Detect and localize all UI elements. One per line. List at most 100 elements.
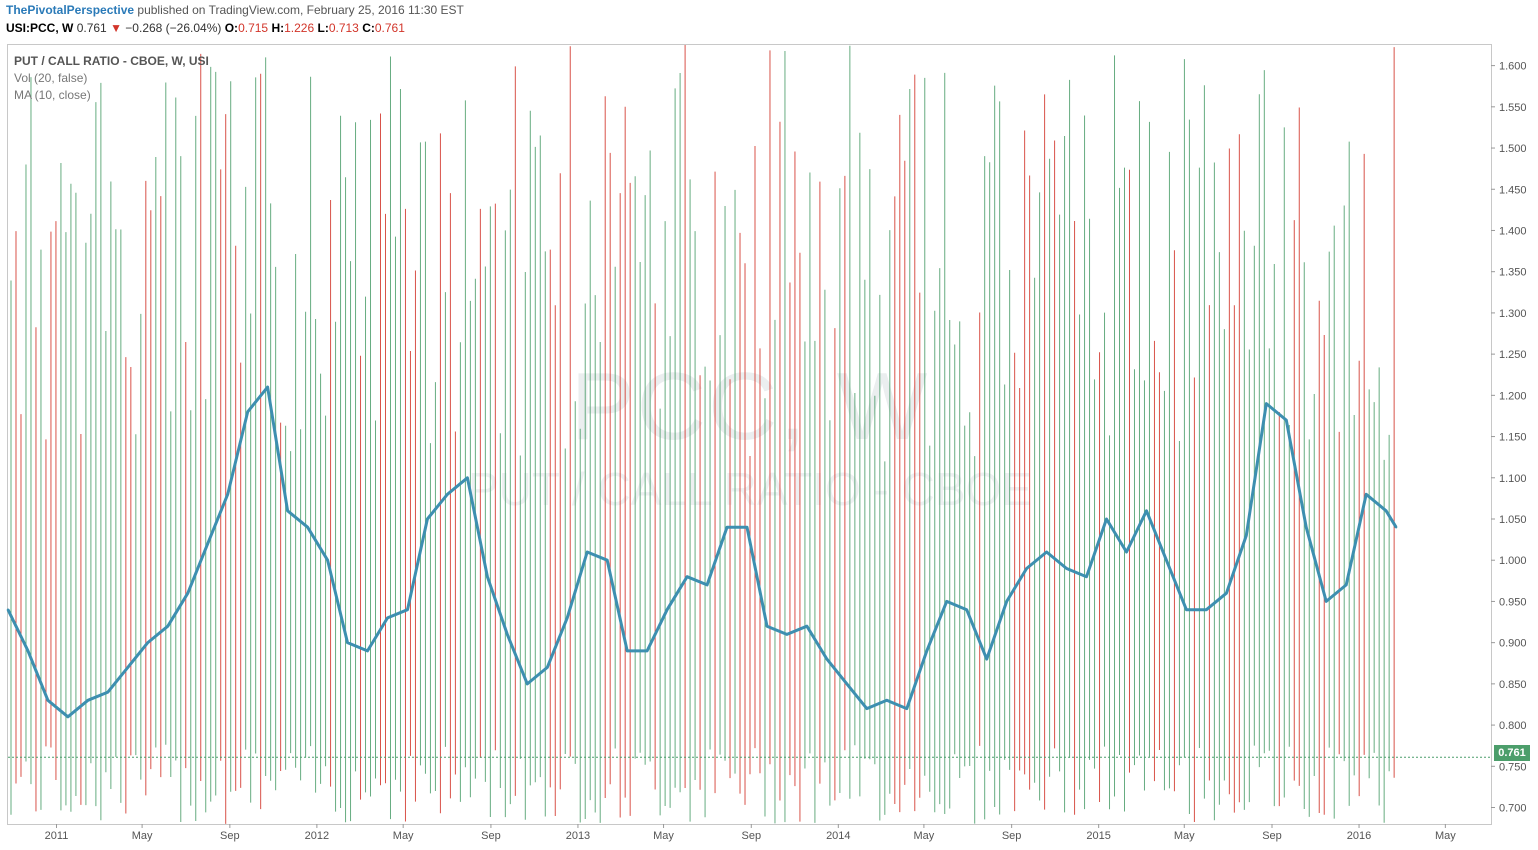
price-change: −0.268 (−26.04%) [125,21,222,35]
ma-point [1384,509,1388,512]
legend-ma: MA (10, close) [14,88,91,102]
open-value: 0.715 [238,21,269,35]
ma-point [645,649,649,653]
low-value: 0.713 [328,21,359,35]
legend-title: PUT / CALL RATIO - CBOE, W, USI [14,54,209,68]
ma-point [346,641,349,644]
ma-point [865,707,869,710]
ma-point [166,624,169,628]
ma-point [1394,526,1398,529]
x-tick-label: May [1174,830,1195,842]
plot-area[interactable] [7,44,1492,825]
ma-point [1025,567,1028,570]
y-tick-label: 1.150 [1499,432,1527,444]
y-tick-label: 1.400 [1499,225,1527,237]
ma-point [1165,559,1168,562]
ma-point [1065,567,1068,570]
x-tick-label: Sep [481,830,501,842]
high-label: H: [271,21,285,35]
ma-point [1225,591,1228,595]
last-price-badge: 0.761 [1494,745,1530,761]
y-tick-label: 1.500 [1499,143,1527,155]
ma-point [1125,550,1128,554]
y-tick-label: 1.250 [1499,349,1527,361]
ma-point [506,633,509,636]
y-tick-label: 1.050 [1499,514,1527,526]
ma-point [386,616,389,620]
ma-point [546,666,549,669]
ma-point [146,641,150,644]
ma-point [965,608,968,611]
ma-point [326,559,329,562]
x-tick-label: 2011 [45,830,69,842]
ma-point [1205,608,1208,611]
ma-point [625,649,629,653]
ma-point [905,707,908,710]
ma-point [126,666,130,669]
ma-point [1005,600,1008,603]
close-label: C: [362,21,375,35]
ma-point [1325,600,1328,603]
legend-vol: Vol (20, false) [14,71,88,85]
ma-point [725,526,729,529]
x-tick-label: May [393,830,414,842]
y-tick-label: 1.350 [1499,267,1527,279]
ma-point [46,699,50,702]
ma-point [206,542,209,545]
ma-point [26,649,30,653]
published-text: published on TradingView.com, February 2… [137,3,464,17]
x-tick-label: 2014 [826,830,850,842]
y-tick-label: 1.600 [1499,61,1527,73]
y-tick-label: 1.000 [1499,555,1527,567]
ma-point [1344,583,1348,587]
y-tick-label: 1.100 [1499,473,1527,485]
ma-point [605,559,609,562]
close-value: 0.761 [374,21,405,35]
ma-point [266,385,269,389]
ma-point [486,575,489,578]
x-tick-label: May [1435,830,1456,842]
x-tick-label: Sep [1002,830,1022,842]
ma-point [586,550,589,554]
ma-point [186,591,189,595]
ma-point [985,657,988,661]
y-tick-label: 0.900 [1499,638,1527,650]
y-tick-label: 1.450 [1499,184,1527,196]
ma-point [1265,402,1268,405]
ma-point [306,526,309,529]
legend: PUT / CALL RATIO - CBOE, W, USI Vol (20,… [14,53,209,104]
ma-point [925,649,928,653]
ma-point [1145,509,1148,512]
ma-point [566,616,569,620]
y-tick-label: 0.700 [1499,803,1527,815]
y-tick-label: 1.300 [1499,308,1527,320]
ma-point [765,624,769,628]
high-value: 1.226 [284,21,315,35]
x-tick-label: Sep [220,830,240,842]
x-tick-label: May [653,830,674,842]
x-tick-label: Sep [1262,830,1282,842]
ma-point [705,583,709,587]
ma-point [665,608,669,611]
ma-point [366,649,369,653]
ma-point [406,608,409,611]
x-tick-label: May [914,830,935,842]
ma-point [1285,418,1288,422]
ma-point [66,715,70,719]
quote-line: USI:PCC, W 0.761 ▼ −0.268 (−26.04%) O:0.… [6,21,405,35]
ma-point [1364,493,1368,496]
ma-point [825,657,829,661]
ma-point [1185,608,1188,611]
ma-point [885,699,889,702]
ma-point [745,526,749,529]
ma-point [1045,550,1048,554]
symbol-label: USI:PCC, W [6,21,74,35]
ma-point [446,493,449,496]
y-tick-label: 0.950 [1499,596,1527,608]
author-link[interactable]: ThePivotalPerspective [6,3,135,17]
publisher-line: ThePivotalPerspective published on Tradi… [6,3,464,17]
ma-point [226,493,229,496]
x-tick-label: 2012 [305,830,329,842]
y-tick-label: 0.750 [1499,761,1527,773]
